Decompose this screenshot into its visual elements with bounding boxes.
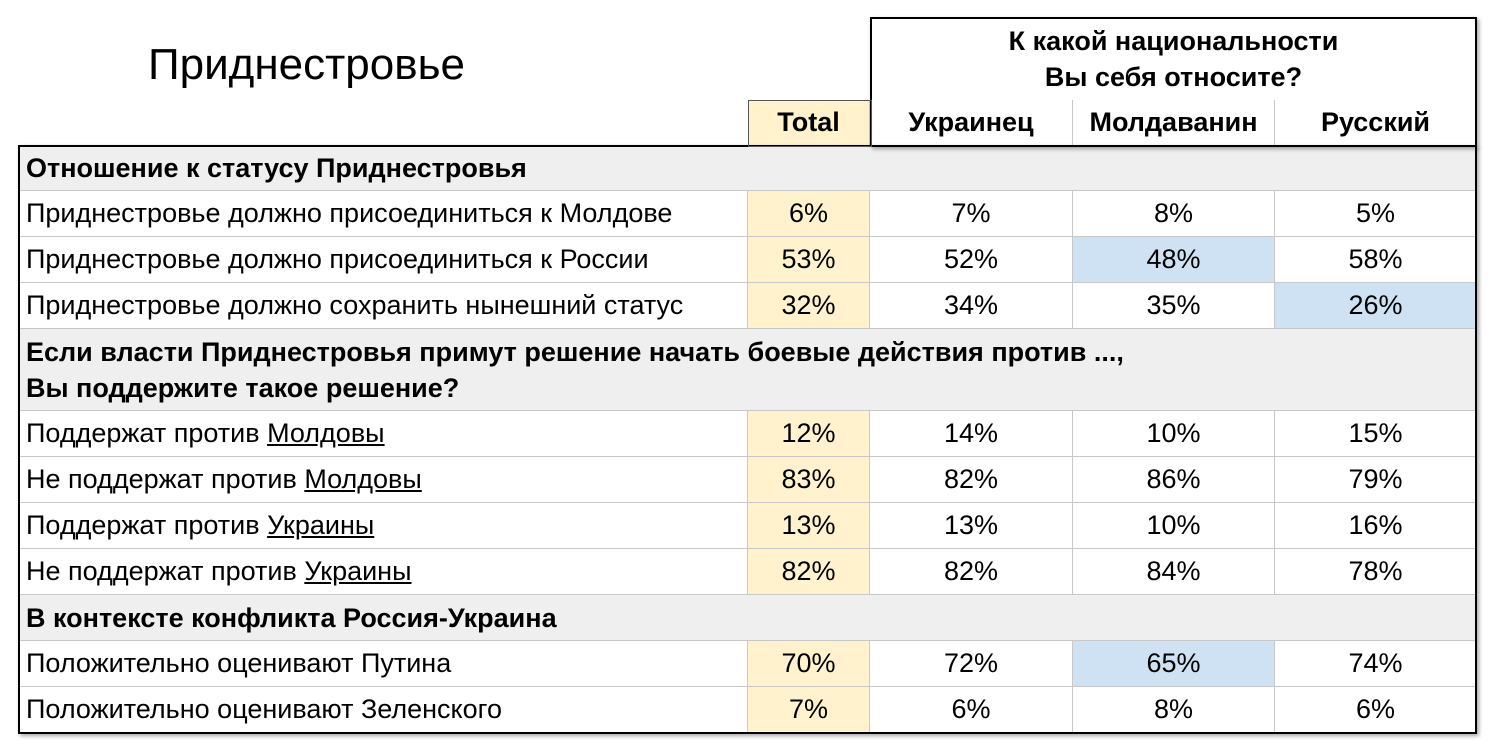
section-title: Отношение к статусу Приднестровья bbox=[26, 152, 527, 183]
label-part: Украины bbox=[304, 556, 412, 586]
group-header: Вы себя относите? bbox=[1044, 62, 1303, 92]
value-cell: 6% bbox=[748, 191, 870, 237]
label-part: Не поддержат против bbox=[26, 556, 305, 586]
value-cell: 6% bbox=[870, 687, 1073, 733]
column-header: Русский bbox=[1275, 100, 1477, 146]
value-cell: 78% bbox=[1275, 549, 1477, 595]
row-label: Не поддержат против Украины bbox=[18, 549, 748, 595]
value-cell: 58% bbox=[1275, 237, 1477, 283]
value-cell: 8% bbox=[1073, 687, 1275, 733]
label-part: Положительно оценивают Путина bbox=[26, 648, 452, 678]
value-cell: 35% bbox=[1073, 283, 1275, 329]
value-cell: 86% bbox=[1073, 457, 1275, 503]
section-title: В контексте конфликта Россия-Украина bbox=[26, 602, 557, 633]
section-header: Отношение к статусу Приднестровья bbox=[18, 145, 1477, 191]
value-cell: 82% bbox=[870, 457, 1073, 503]
value-cell: 48% bbox=[1073, 237, 1275, 283]
value-cell: 53% bbox=[748, 237, 870, 283]
value-cell: 13% bbox=[748, 503, 870, 549]
column-header: Молдаванин bbox=[1073, 100, 1275, 146]
label-part: Положительно оценивают Зеленского bbox=[26, 694, 502, 724]
label-part: Поддержат против bbox=[26, 418, 268, 448]
group-header: К какой национальности bbox=[1008, 26, 1339, 56]
value-cell: 7% bbox=[748, 687, 870, 733]
row-label: Поддержат против Молдовы bbox=[18, 411, 748, 457]
column-header: Украинец bbox=[870, 100, 1073, 146]
row-label: Не поддержат против Молдовы bbox=[18, 457, 748, 503]
label-part: Приднестровье должно сохранить нынешний … bbox=[26, 290, 684, 320]
value-cell: 10% bbox=[1073, 411, 1275, 457]
value-cell: 82% bbox=[870, 549, 1073, 595]
value-cell: 15% bbox=[1275, 411, 1477, 457]
value-cell: 6% bbox=[1275, 687, 1477, 733]
label-part: Украины bbox=[267, 510, 375, 540]
label-part: Приднестровье должно присоединиться к Мо… bbox=[26, 198, 673, 228]
value-cell: 12% bbox=[748, 411, 870, 457]
label-part: Поддержат против bbox=[26, 510, 268, 540]
row-label: Приднестровье должно присоединиться к Ро… bbox=[18, 237, 748, 283]
value-cell: 32% bbox=[748, 283, 870, 329]
section-title: Вы поддержите такое решение? bbox=[26, 372, 460, 403]
value-cell: 74% bbox=[1275, 641, 1477, 687]
label-part: Приднестровье должно присоединиться к Ро… bbox=[26, 244, 649, 274]
value-cell: 5% bbox=[1275, 191, 1477, 237]
value-cell: 7% bbox=[870, 191, 1073, 237]
value-cell: 8% bbox=[1073, 191, 1275, 237]
value-cell: 72% bbox=[870, 641, 1073, 687]
value-cell: 84% bbox=[1073, 549, 1275, 595]
value-cell: 16% bbox=[1275, 503, 1477, 549]
column-header: Total bbox=[748, 100, 870, 146]
row-label: Приднестровье должно присоединиться к Мо… bbox=[18, 191, 748, 237]
section-header: Если власти Приднестровья примут решение… bbox=[18, 329, 1477, 411]
value-cell: 14% bbox=[870, 411, 1073, 457]
title: Приднестровье bbox=[148, 40, 465, 89]
row-label: Положительно оценивают Путина bbox=[18, 641, 748, 687]
section-title: Если власти Приднестровья примут решение… bbox=[26, 336, 1124, 367]
label-part: Не поддержат против bbox=[26, 464, 305, 494]
label-part: Молдовы bbox=[267, 418, 385, 448]
value-cell: 13% bbox=[870, 503, 1073, 549]
section-header: В контексте конфликта Россия-Украина bbox=[18, 595, 1477, 641]
value-cell: 34% bbox=[870, 283, 1073, 329]
value-cell: 65% bbox=[1073, 641, 1275, 687]
label-part: Молдовы bbox=[304, 464, 422, 494]
row-label: Положительно оценивают Зеленского bbox=[18, 687, 748, 733]
value-cell: 79% bbox=[1275, 457, 1477, 503]
value-cell: 52% bbox=[870, 237, 1073, 283]
value-cell: 10% bbox=[1073, 503, 1275, 549]
value-cell: 70% bbox=[748, 641, 870, 687]
value-cell: 82% bbox=[748, 549, 870, 595]
row-label: Приднестровье должно сохранить нынешний … bbox=[18, 283, 748, 329]
value-cell: 83% bbox=[748, 457, 870, 503]
value-cell: 26% bbox=[1275, 283, 1477, 329]
row-label: Поддержат против Украины bbox=[18, 503, 748, 549]
